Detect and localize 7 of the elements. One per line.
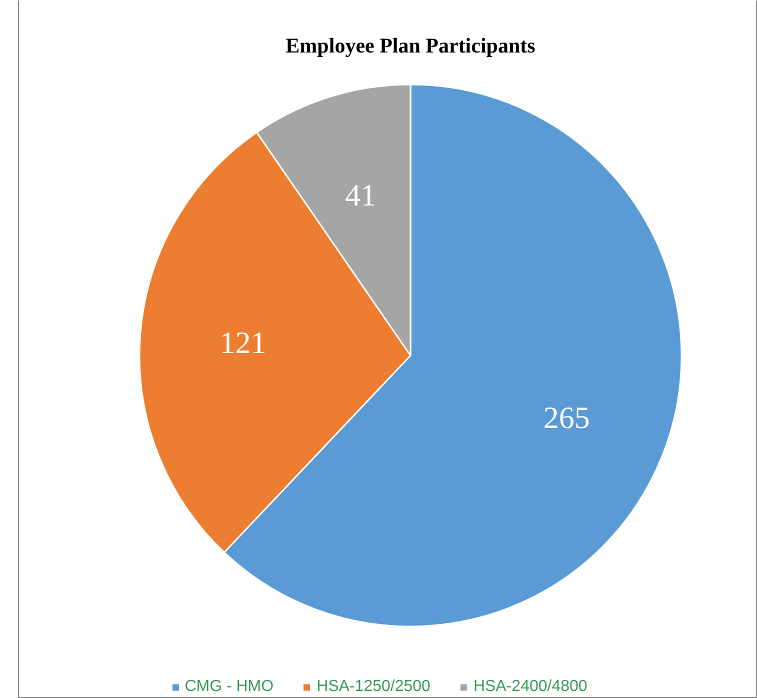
legend-label: HSA-2400/4800 — [473, 678, 588, 696]
data-label: 265 — [543, 400, 590, 436]
data-label: 41 — [345, 178, 376, 213]
data-label: 121 — [220, 325, 266, 360]
chart-title: Employee Plan Participants — [286, 34, 536, 58]
legend-label: CMG - HMO — [184, 678, 274, 696]
legend-label: HSA-1250/2500 — [316, 678, 430, 696]
